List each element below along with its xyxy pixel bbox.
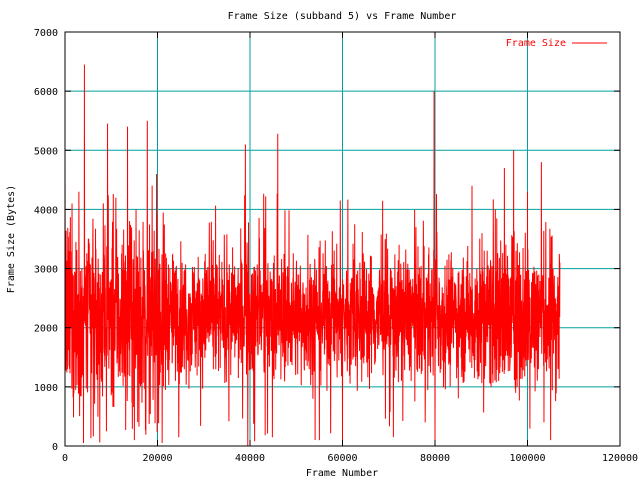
legend: Frame Size — [506, 38, 607, 49]
y-tick-label: 0 — [52, 442, 58, 453]
y-tick-label: 3000 — [34, 265, 58, 276]
x-tick-label: 40000 — [235, 453, 265, 464]
series-frame-size-line — [64, 64, 561, 447]
y-tick-label: 5000 — [34, 146, 58, 157]
y-tick-label: 6000 — [34, 87, 58, 98]
grid — [65, 32, 620, 446]
series-layer — [64, 64, 561, 447]
y-axis-label: Frame Size (Bytes) — [6, 185, 17, 293]
x-tick-label: 60000 — [327, 453, 357, 464]
x-axis-label: Frame Number — [306, 468, 378, 479]
ticks: 0 20000 40000 60000 80000 100000 120000 0 1000 20… — [34, 28, 638, 464]
legend-label: Frame Size — [506, 38, 566, 49]
x-tick-label: 80000 — [420, 453, 450, 464]
chart-title: Frame Size (subband 5) vs Frame Number — [228, 11, 457, 22]
x-tick-label: 100000 — [509, 453, 545, 464]
y-tick-label: 4000 — [34, 205, 58, 216]
x-tick-label: 120000 — [602, 453, 638, 464]
x-tick-label: 20000 — [142, 453, 172, 464]
y-tick-label: 2000 — [34, 324, 58, 335]
y-tick-label: 7000 — [34, 28, 58, 39]
x-tick-label: 0 — [62, 453, 68, 464]
y-tick-label: 1000 — [34, 383, 58, 394]
